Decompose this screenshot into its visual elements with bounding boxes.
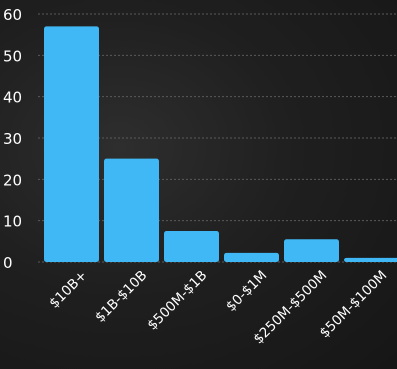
y-axis-ticks: 0 10 20 30 40 50 60 bbox=[3, 6, 22, 272]
x-category-label: $10B+ bbox=[46, 268, 90, 312]
bars bbox=[44, 26, 397, 263]
bar[interactable] bbox=[164, 231, 219, 262]
x-category-label: $1B-$10B bbox=[92, 268, 150, 326]
y-tick-label: 50 bbox=[3, 47, 22, 65]
y-tick-label: 30 bbox=[3, 130, 22, 148]
bar[interactable] bbox=[284, 239, 339, 262]
x-category-label: $500M-$1B bbox=[144, 268, 210, 334]
y-tick-label: 60 bbox=[3, 6, 22, 24]
bar[interactable] bbox=[104, 158, 159, 262]
bar[interactable] bbox=[344, 257, 397, 262]
y-tick-label: 10 bbox=[3, 213, 22, 231]
y-tick-label: 0 bbox=[3, 254, 13, 272]
x-category-label: $0-$1M bbox=[223, 268, 270, 315]
bar[interactable] bbox=[44, 26, 99, 263]
y-tick-label: 20 bbox=[3, 171, 22, 189]
bar[interactable] bbox=[224, 252, 279, 262]
y-tick-label: 40 bbox=[3, 89, 22, 107]
x-axis-labels: $10B+ $1B-$10B$500M-$1B $0-$1M$250M-$500M$… bbox=[46, 268, 390, 348]
